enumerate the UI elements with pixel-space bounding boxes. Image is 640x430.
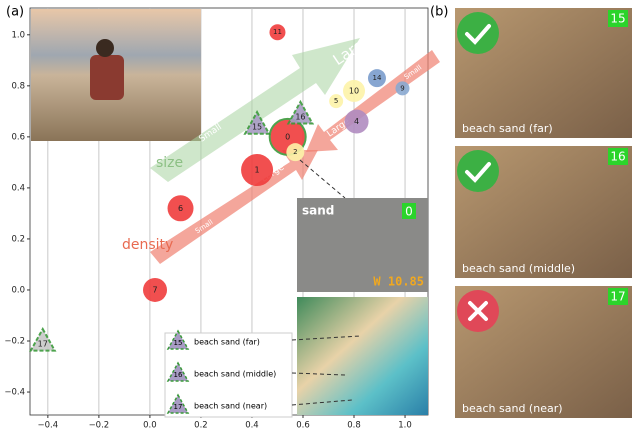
point	[269, 24, 286, 41]
legend-items: 15 beach sand (far) 16 beach sand (middle) 1…	[166, 329, 276, 414]
annotation: density	[122, 237, 173, 253]
photo-caption: beach sand (middle)	[462, 262, 575, 275]
point	[143, 277, 168, 302]
legend-marker	[166, 329, 190, 350]
legend-label: beach sand (near)	[194, 402, 267, 411]
x-tick-label: −0.4	[38, 421, 59, 430]
point	[286, 99, 315, 125]
x-tick-label: 0.0	[143, 421, 157, 430]
point	[241, 154, 274, 187]
person	[90, 55, 124, 100]
legend-label: beach sand (middle)	[194, 370, 276, 379]
point-label: 0	[285, 132, 290, 141]
point-label: 1	[255, 166, 260, 175]
y-tick-label: 0.8	[11, 81, 25, 91]
point	[167, 195, 194, 222]
point-label: 5	[334, 97, 338, 105]
point-label: 10	[349, 86, 359, 95]
point-label: 6	[178, 204, 183, 213]
point-label: 11	[273, 28, 282, 36]
beach-illustration	[297, 297, 428, 415]
point	[329, 94, 344, 109]
legend-id: 15	[174, 339, 183, 347]
icon-glyph	[465, 162, 491, 183]
point-label: 17	[38, 340, 48, 349]
id-badge	[608, 10, 628, 27]
point-label: 4	[354, 117, 359, 126]
x-tick-label: 0.6	[296, 421, 310, 430]
density-arrow	[150, 150, 318, 264]
photo-caption: beach sand (far)	[462, 122, 553, 135]
photo-caption: beach sand (near)	[462, 402, 563, 415]
photo-id: 17	[610, 290, 625, 304]
legend-id: 16	[174, 371, 183, 379]
panel-label: (a)	[6, 5, 24, 20]
point-label: 7	[152, 285, 157, 294]
point	[395, 81, 410, 96]
point-label: 14	[373, 74, 382, 82]
x-tick-label: 0.4	[245, 421, 259, 430]
legend	[164, 332, 293, 418]
density-arrow	[306, 50, 440, 152]
legend-marker	[166, 361, 190, 382]
connector	[291, 372, 346, 376]
point	[343, 79, 366, 102]
check-icon	[457, 12, 499, 54]
point	[29, 326, 57, 352]
inset-id: 0	[405, 205, 413, 219]
connector	[299, 159, 346, 199]
x-tick-label: −0.2	[89, 421, 110, 430]
y-tick-label: 0.4	[11, 183, 25, 193]
point-label: 15	[252, 123, 262, 132]
y-tick-label: −0.2	[4, 337, 25, 347]
id-badge	[608, 288, 628, 305]
connector	[291, 399, 353, 406]
inset-title: sand	[302, 204, 334, 218]
point	[367, 69, 386, 88]
annotation: size	[156, 155, 183, 171]
check-icon	[457, 150, 499, 192]
y-tick-label: 0.0	[11, 285, 25, 295]
annotation: Large	[330, 31, 375, 70]
panel-b: 15 beach sand (far) 16 beach sand (middle) 1…	[455, 8, 632, 418]
point	[286, 143, 305, 162]
photo-id: 15	[610, 12, 625, 26]
point	[344, 109, 369, 134]
inset-weight: W 10.85	[373, 275, 424, 289]
point-label: 2	[293, 148, 297, 156]
x-tick-label: 0.2	[194, 421, 208, 430]
point-label: 9	[400, 84, 404, 92]
size-arrow	[150, 38, 360, 182]
photo-id: 16	[610, 150, 625, 164]
legend-label: beach sand (far)	[194, 338, 260, 347]
id-badge	[402, 203, 416, 219]
icon-glyph	[468, 301, 488, 321]
legend-id: 17	[174, 403, 183, 411]
person-head	[96, 39, 114, 57]
connector	[291, 335, 361, 341]
y-tick-label: 0.2	[11, 234, 25, 244]
y-tick-label: 1.0	[11, 30, 25, 40]
y-tick-label: −0.4	[4, 388, 25, 398]
legend-marker	[166, 393, 190, 414]
x-tick-label: 0.8	[347, 421, 361, 430]
point-label: 16	[295, 112, 305, 121]
y-tick-label: 0.6	[11, 132, 25, 142]
point	[243, 110, 271, 135]
panel-label: (b)	[430, 5, 448, 20]
icon-glyph	[465, 24, 491, 45]
id-badge	[608, 148, 628, 165]
x-tick-label: 1.0	[398, 421, 412, 430]
